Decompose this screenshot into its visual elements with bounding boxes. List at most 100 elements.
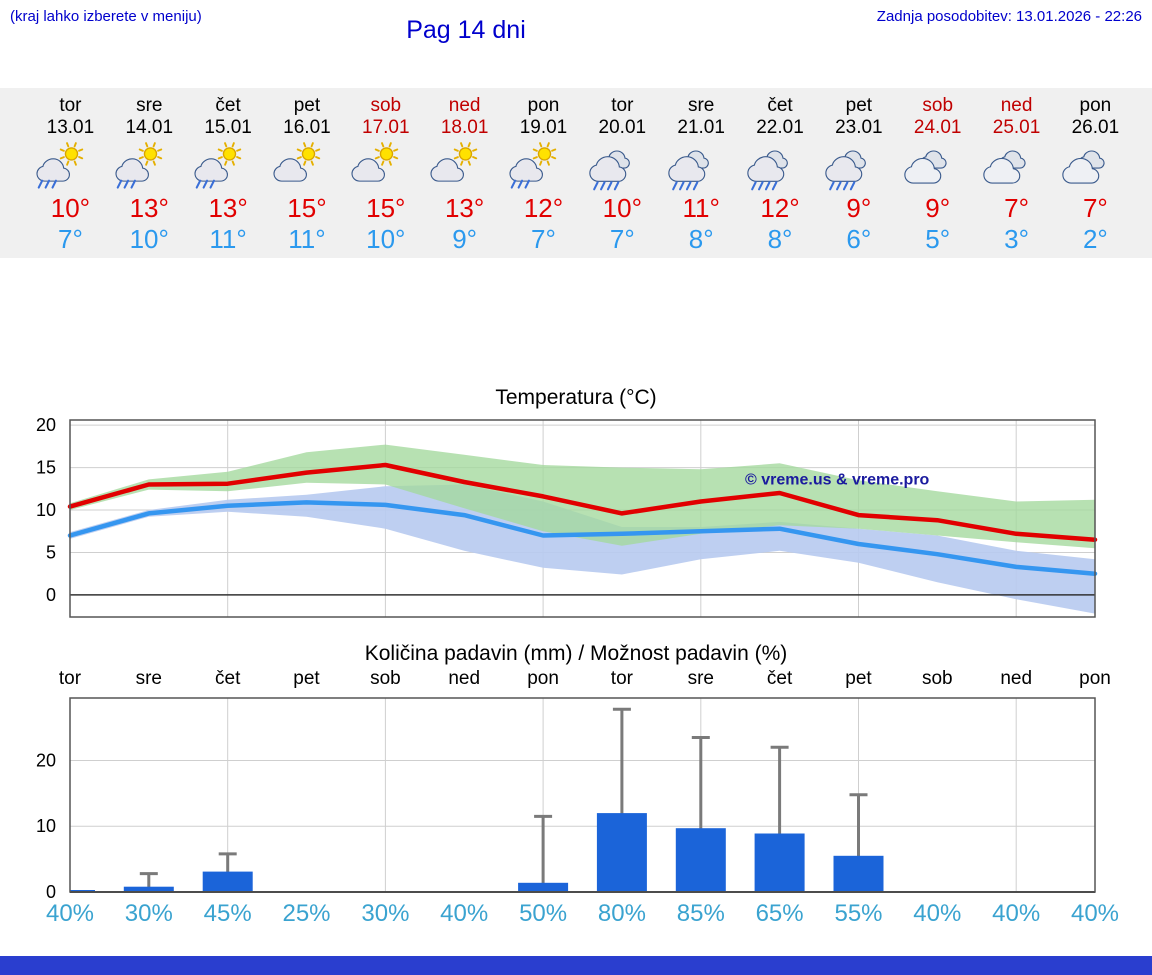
precip-day-label: pet <box>293 668 320 689</box>
day-name: pon <box>527 95 560 116</box>
day-date: 21.01 <box>677 117 725 138</box>
day-max-temp: 9° <box>925 193 951 223</box>
day-max-temp: 15° <box>287 193 327 223</box>
cloudy-icon <box>1056 141 1135 193</box>
cloud-rain-icon <box>662 141 741 193</box>
day-max-temp: 9° <box>846 193 872 223</box>
min-temperature-line <box>67 500 1098 576</box>
precip-probability: 45% <box>203 900 252 927</box>
precip-day-label: sre <box>135 668 162 689</box>
precip-probability: 55% <box>834 900 883 927</box>
day-column: ned 25.01 7° 3° <box>977 88 1056 254</box>
day-column: sre 21.01 11° 8° <box>662 88 741 254</box>
day-min-temp: 8° <box>767 224 793 254</box>
precip-probability: 40% <box>1070 900 1120 927</box>
day-name: pon <box>1079 95 1112 116</box>
sun-cloud-rain-icon <box>31 141 110 193</box>
header: (kraj lahko izberete v meniju) Pag 14 dn… <box>0 0 1152 88</box>
page-title: Pag 14 dni <box>406 16 526 44</box>
day-min-temp: 10° <box>366 224 406 254</box>
svg-text:10: 10 <box>36 816 56 836</box>
day-min-temp: 5° <box>925 224 951 254</box>
day-date: 23.01 <box>835 117 883 138</box>
cloud-rain-icon <box>741 141 820 193</box>
day-date: 13.01 <box>46 117 95 138</box>
precip-probability: 80% <box>597 900 646 927</box>
precip-day-label: sob <box>921 668 953 689</box>
precip-bar <box>596 813 647 892</box>
day-date: 25.01 <box>992 117 1041 138</box>
svg-text:© vreme.us & vreme.pro: © vreme.us & vreme.pro <box>745 472 930 489</box>
precip-probability: 30% <box>124 900 173 927</box>
bottom-bar <box>0 956 1152 975</box>
max-temperature-line <box>67 462 1098 542</box>
precip-bar <box>675 828 726 892</box>
precipitation-chart: 0 10 20 <box>0 694 1152 898</box>
cloud-rain-icon <box>583 141 662 193</box>
precip-probability: 50% <box>519 900 568 927</box>
day-min-temp: 10° <box>129 224 169 254</box>
svg-text:0: 0 <box>46 882 56 898</box>
svg-text:20: 20 <box>36 751 56 771</box>
day-max-temp: 12° <box>523 193 564 223</box>
day-date: 18.01 <box>440 117 489 138</box>
day-min-temp: 7° <box>531 224 556 254</box>
day-min-temp: 3° <box>1004 224 1029 254</box>
day-min-temp: 2° <box>1082 224 1108 254</box>
sun-cloud-icon <box>268 141 347 193</box>
sun-cloud-icon <box>425 141 504 193</box>
day-date: 24.01 <box>913 117 962 138</box>
day-min-temp: 9° <box>452 224 478 254</box>
precip-probability-row: 40% 30% 45% 25% 30% 40% 50% 80% 85% 65% 55% 40% 40% 4… <box>0 900 1152 932</box>
day-max-temp: 10° <box>602 193 642 223</box>
day-max-temp: 13° <box>208 193 248 223</box>
precip-bar <box>754 833 805 892</box>
day-max-temp: 11° <box>682 193 720 223</box>
day-column: čet 22.01 12° 8° <box>741 88 820 254</box>
day-name: čet <box>215 95 241 116</box>
svg-text:10: 10 <box>36 500 56 520</box>
cloud-rain-icon <box>819 141 898 193</box>
temperature-chart: 0 5 10 15 20 © vreme.us & vreme.pro <box>0 412 1152 626</box>
day-max-temp: 13° <box>444 193 485 223</box>
precip-probability: 65% <box>755 900 804 927</box>
day-column: tor 13.01 10° 7° <box>31 88 110 254</box>
day-max-temp: 13° <box>129 193 169 223</box>
day-column: sob 17.01 15° 10° <box>346 88 425 254</box>
precip-day-label: sre <box>687 668 714 689</box>
precip-probability: 40% <box>913 900 962 927</box>
precip-day-label: pon <box>1079 668 1111 689</box>
precip-probability: 30% <box>361 900 410 927</box>
temperature-section: Temperatura (°C) 0 5 10 15 20 © vreme.us & vr… <box>0 386 1152 626</box>
cloudy-icon <box>898 141 977 193</box>
precip-probability: 40% <box>992 900 1041 927</box>
precip-bar <box>202 871 253 892</box>
precipitation-chart-title: Količina padavin (mm) / Možnost padavin … <box>364 642 788 665</box>
day-column: ned 18.01 13° 9° <box>425 88 504 254</box>
day-max-temp: 7° <box>1082 193 1108 223</box>
day-date: 15.01 <box>204 117 252 138</box>
precip-day-label: čet <box>215 668 241 689</box>
precip-day-labels-row: tor sre čet pet sob ned pon tor sre čet pet sob ned p… <box>0 668 1152 694</box>
day-min-temp: 11° <box>288 224 326 254</box>
precip-day-label: tor <box>58 668 82 689</box>
day-date: 26.01 <box>1071 117 1120 138</box>
day-name: čet <box>767 95 793 116</box>
day-name: ned <box>448 95 481 116</box>
sun-cloud-icon <box>346 141 425 193</box>
location-menu-note: (kraj lahko izberete v meniju) <box>10 8 202 25</box>
day-min-temp: 7° <box>57 224 83 254</box>
precip-probability: 40% <box>45 900 95 927</box>
cloudy-icon <box>977 141 1056 193</box>
day-min-temp: 8° <box>688 224 714 254</box>
day-column: sre 14.01 13° 10° <box>110 88 189 254</box>
day-column: sob 24.01 9° 5° <box>898 88 977 254</box>
precip-day-label: ned <box>448 668 481 689</box>
day-name: sob <box>922 95 954 116</box>
svg-text:20: 20 <box>36 415 56 435</box>
precip-day-label: čet <box>766 668 793 689</box>
day-name: pet <box>845 95 873 116</box>
day-min-temp: 7° <box>609 224 635 254</box>
day-max-temp: 12° <box>760 193 800 223</box>
day-name: sre <box>136 95 163 116</box>
